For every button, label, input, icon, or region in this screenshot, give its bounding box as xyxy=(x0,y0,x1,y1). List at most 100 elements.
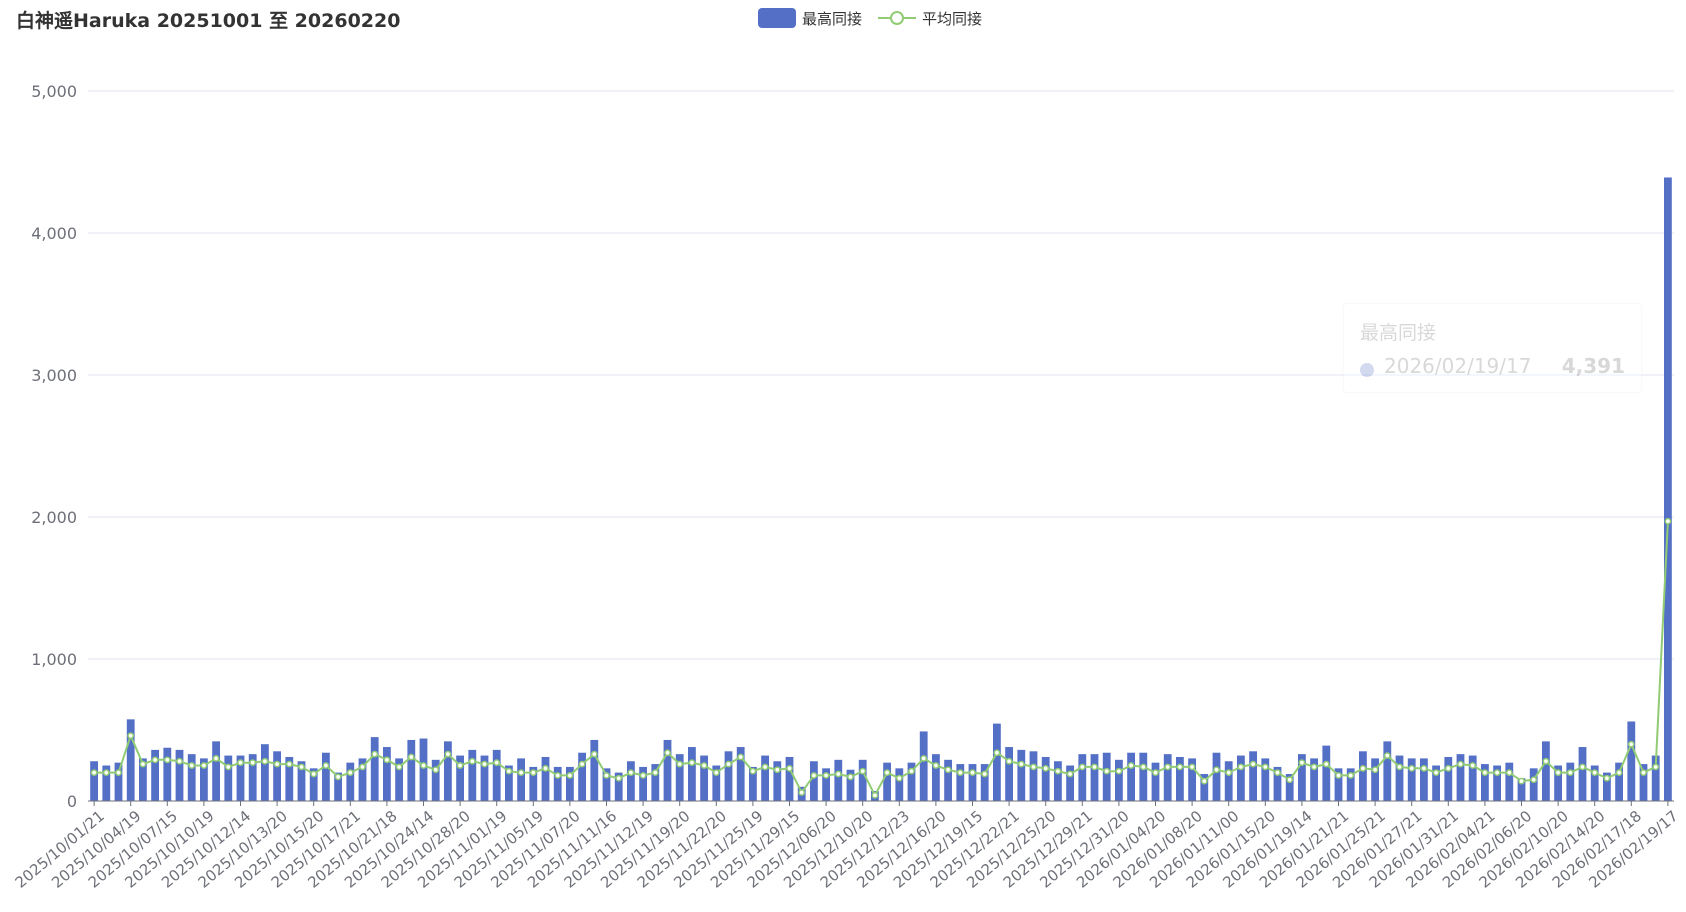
bar xyxy=(1578,747,1587,801)
bar xyxy=(1627,721,1636,801)
line-point xyxy=(1579,763,1586,771)
line-point xyxy=(249,759,257,767)
bar xyxy=(199,758,208,801)
bar xyxy=(883,762,892,801)
bar xyxy=(931,754,940,801)
line-point xyxy=(1505,769,1513,776)
bar xyxy=(175,749,184,801)
line-point xyxy=(871,791,879,799)
bar xyxy=(1371,758,1380,801)
line-point xyxy=(651,769,659,776)
line-point xyxy=(237,759,244,767)
line-point xyxy=(139,760,147,768)
bar xyxy=(297,761,306,801)
line-point xyxy=(1237,763,1245,771)
bar xyxy=(968,764,977,801)
line-point xyxy=(1469,762,1477,769)
line-point xyxy=(1640,769,1647,776)
line-point xyxy=(1164,763,1172,771)
bar xyxy=(1297,754,1306,801)
bar xyxy=(578,752,587,801)
bar xyxy=(1322,745,1331,801)
line-point xyxy=(1139,763,1147,771)
bar xyxy=(651,764,660,801)
line-point xyxy=(542,764,549,772)
line-point xyxy=(834,770,842,778)
line-point xyxy=(505,767,513,775)
y-tick-label: 0 xyxy=(67,792,77,811)
line-point xyxy=(908,767,915,775)
line-point xyxy=(615,774,623,782)
line-point xyxy=(664,749,671,757)
bar xyxy=(1639,764,1648,801)
bar xyxy=(1005,747,1014,801)
bar xyxy=(1358,751,1367,801)
line-point xyxy=(285,760,293,768)
line-point xyxy=(993,749,1001,757)
line-point xyxy=(1261,763,1269,771)
bar xyxy=(1102,752,1111,801)
bar xyxy=(456,755,465,801)
line-point xyxy=(1603,774,1611,782)
bar xyxy=(1310,758,1319,801)
line-point xyxy=(1310,763,1318,771)
line-point xyxy=(932,762,940,769)
legend-item-max[interactable]: 最高同接 xyxy=(758,8,862,29)
bar xyxy=(407,739,416,801)
line-point xyxy=(603,772,610,779)
line-point xyxy=(481,760,488,768)
bar xyxy=(1419,758,1428,801)
line-point xyxy=(1664,517,1672,525)
legend-item-avg[interactable]: 平均同接 xyxy=(878,8,982,29)
line-point xyxy=(737,753,745,761)
tooltip-title: 最高同接 xyxy=(1360,322,1437,344)
bar xyxy=(1432,765,1441,801)
line-point xyxy=(176,757,183,765)
line-point xyxy=(1615,769,1623,776)
bar xyxy=(273,751,282,801)
line-point xyxy=(1078,763,1086,771)
line-point xyxy=(1383,752,1391,759)
line-point xyxy=(1249,760,1257,768)
bar xyxy=(748,766,757,801)
bar xyxy=(1444,756,1453,801)
bar xyxy=(614,772,623,801)
line-point xyxy=(1127,762,1135,769)
line-point xyxy=(1408,764,1416,772)
line-point xyxy=(224,763,232,771)
bar xyxy=(602,768,611,801)
line-point xyxy=(102,769,110,776)
bar xyxy=(163,747,172,801)
bar xyxy=(712,765,721,801)
line-point xyxy=(468,757,476,765)
line-point xyxy=(1335,772,1342,779)
bar xyxy=(1480,764,1489,801)
bar xyxy=(1212,752,1221,801)
grid-layer xyxy=(88,90,1674,660)
line-point xyxy=(188,762,196,769)
bar xyxy=(541,756,550,801)
legend-label-avg: 平均同接 xyxy=(922,9,983,28)
bar xyxy=(1053,761,1062,801)
line-point xyxy=(115,769,122,776)
bar xyxy=(1456,754,1465,801)
line-point xyxy=(90,769,98,776)
bar xyxy=(138,758,147,801)
tooltip: 最高同接 2026/02/19/17 4,391 xyxy=(1343,303,1642,393)
bar xyxy=(1078,754,1087,801)
line-point xyxy=(1066,770,1074,778)
bar xyxy=(1554,765,1563,801)
bar xyxy=(1236,755,1245,801)
legend-label-max: 最高同接 xyxy=(802,9,863,28)
line-point xyxy=(517,769,525,776)
bar xyxy=(724,751,733,801)
line-point xyxy=(981,770,989,778)
bar xyxy=(1127,752,1136,801)
line-point xyxy=(1298,759,1306,767)
line-point xyxy=(1493,769,1501,776)
bar xyxy=(590,739,599,801)
line-point xyxy=(261,757,269,765)
bar xyxy=(260,744,269,801)
bar xyxy=(1529,768,1538,801)
line-point xyxy=(1371,766,1379,774)
